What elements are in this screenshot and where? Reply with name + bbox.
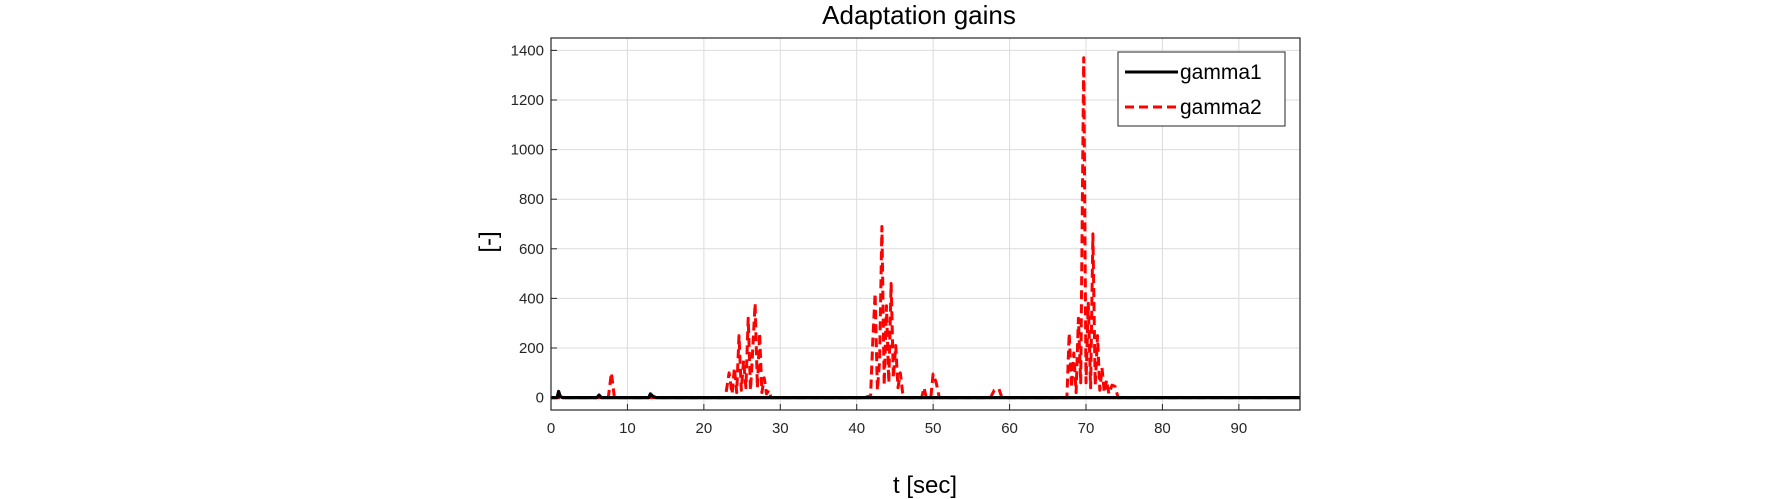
chart-title: Adaptation gains: [822, 0, 1016, 30]
axis-ticks: 0 10 20 30 40 50 60 70 80 90 0 200 400 600 800 1000 1200…: [511, 42, 1248, 437]
y-tick-label: 1400: [511, 42, 544, 59]
x-tick-label: 80: [1154, 420, 1171, 437]
legend-box: [1117, 51, 1286, 127]
x-tick-label: 90: [1231, 420, 1248, 437]
y-tick-label: 400: [519, 290, 544, 307]
plot-series: [551, 56, 1300, 400]
x-tick-label: 10: [619, 420, 636, 437]
x-tick-label: 50: [925, 420, 942, 437]
legend: gamma1 gamma2: [1117, 51, 1286, 127]
x-tick-label: 20: [696, 420, 713, 437]
y-axis-label: [-]: [475, 231, 502, 252]
x-axis-label: t [sec]: [893, 472, 957, 499]
y-tick-label: 0: [536, 390, 544, 407]
x-tick-label: 0: [547, 420, 555, 437]
x-tick-label: 70: [1078, 420, 1095, 437]
series-line-gamma2: [551, 56, 1300, 400]
y-tick-label: 200: [519, 340, 544, 357]
y-tick-label: 1000: [511, 142, 544, 159]
legend-label-gamma1: gamma1: [1180, 61, 1262, 84]
plot-area-frame: [550, 37, 1301, 411]
legend-label-gamma2: gamma2: [1180, 96, 1262, 119]
series-line-gamma1: [551, 389, 1300, 400]
x-tick-label: 30: [772, 420, 789, 437]
y-tick-label: 600: [519, 241, 544, 258]
x-tick-label: 40: [848, 420, 865, 437]
x-tick-label: 60: [1001, 420, 1018, 437]
y-tick-label: 800: [519, 191, 544, 208]
y-tick-label: 1200: [511, 92, 544, 109]
